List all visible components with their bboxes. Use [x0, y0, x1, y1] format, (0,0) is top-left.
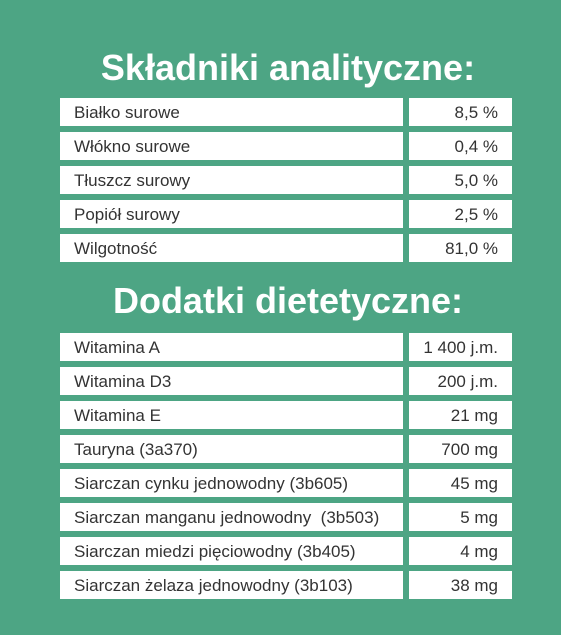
row-label: Witamina E	[60, 401, 403, 429]
row-label: Siarczan cynku jednowodny (3b605)	[60, 469, 403, 497]
row-value: 81,0 %	[409, 234, 512, 262]
row-value: 21 mg	[409, 401, 512, 429]
row-value: 200 j.m.	[409, 367, 512, 395]
row-label: Siarczan żelaza jednowodny (3b103)	[60, 571, 403, 599]
row-label: Włókno surowe	[60, 132, 403, 160]
row-label: Siarczan manganu jednowodny (3b503)	[60, 503, 403, 531]
row-label: Tauryna (3a370)	[60, 435, 403, 463]
row-value: 8,5 %	[409, 98, 512, 126]
row-label: Witamina D3	[60, 367, 403, 395]
row-value: 2,5 %	[409, 200, 512, 228]
section-title: Składniki analityczne:	[100, 47, 476, 88]
row-value: 5 mg	[409, 503, 512, 531]
row-label: Białko surowe	[60, 98, 403, 126]
row-value: 1 400 j.m.	[409, 333, 512, 361]
row-label: Witamina A	[60, 333, 403, 361]
row-value: 38 mg	[409, 571, 512, 599]
row-value: 0,4 %	[409, 132, 512, 160]
row-value: 45 mg	[409, 469, 512, 497]
row-label: Popiół surowy	[60, 200, 403, 228]
row-value: 4 mg	[409, 537, 512, 565]
section-title: Dodatki dietetyczne:	[112, 280, 464, 321]
row-value: 5,0 %	[409, 166, 512, 194]
row-value: 700 mg	[409, 435, 512, 463]
row-label: Siarczan miedzi pięciowodny (3b405)	[60, 537, 403, 565]
row-label: Wilgotność	[60, 234, 403, 262]
row-label: Tłuszcz surowy	[60, 166, 403, 194]
